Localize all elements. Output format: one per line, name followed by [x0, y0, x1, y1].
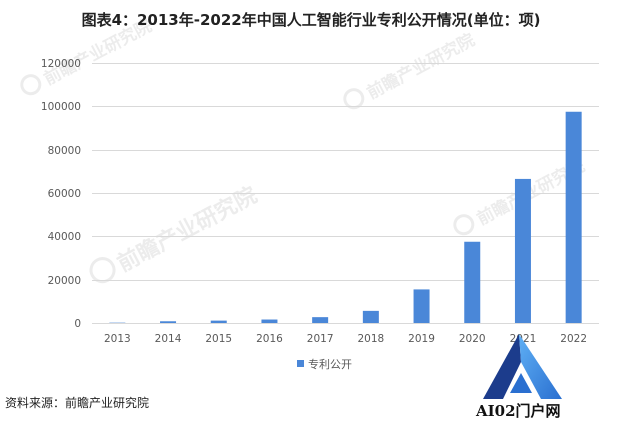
- bar: [514, 178, 531, 323]
- y-tick-label: 40000: [48, 231, 81, 243]
- bar: [160, 321, 177, 323]
- x-tick-label: 2014: [155, 333, 182, 345]
- bar: [312, 317, 329, 323]
- plot-area: 0 20000 40000 60000 80000 100000 120000 2013 201…: [41, 58, 599, 371]
- x-tick-label: 2022: [560, 333, 587, 345]
- y-tick-label: 20000: [48, 275, 81, 287]
- y-tick-label: 120000: [41, 58, 81, 70]
- bar: [210, 320, 227, 323]
- bar: [261, 319, 278, 323]
- bar: [413, 289, 430, 323]
- source-note: 资料来源：前瞻产业研究院: [5, 396, 150, 410]
- y-tick-label: 80000: [48, 145, 81, 157]
- x-tick-label: 2017: [307, 333, 334, 345]
- ai02-logo-text: AI02门户网: [476, 402, 561, 420]
- x-tick-label: 2016: [256, 333, 283, 345]
- legend-swatch: [297, 360, 304, 367]
- x-tick-label: 2019: [408, 333, 435, 345]
- ai02-logo-icon: [483, 334, 562, 399]
- x-tick-label: 2018: [357, 333, 384, 345]
- bar: [362, 310, 379, 323]
- legend-label: 专利公开: [308, 357, 352, 371]
- y-tick-label: 0: [74, 318, 81, 330]
- y-tick-label: 60000: [48, 188, 81, 200]
- y-tick-label: 100000: [41, 101, 81, 113]
- bar: [565, 111, 582, 323]
- x-tick-label: 2013: [104, 333, 131, 345]
- chart-title: 图表4：2013年-2022年中国人工智能行业专利公开情况(单位：项): [81, 11, 541, 29]
- x-tick-label: 2015: [205, 333, 232, 345]
- bar: [464, 241, 481, 323]
- x-tick-label: 2020: [459, 333, 486, 345]
